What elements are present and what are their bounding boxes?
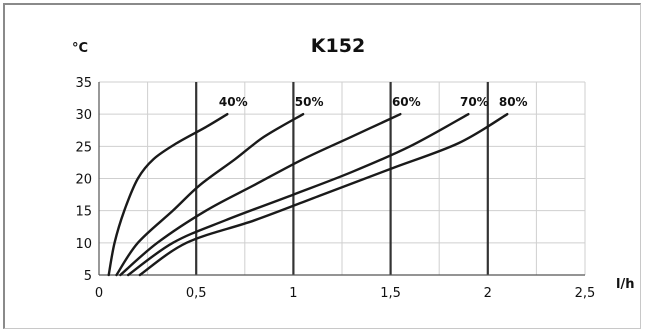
grid: [98, 81, 586, 276]
series-labels: 40% 50% 60% 70% 80%: [219, 95, 528, 109]
y-tick-label: 5: [84, 269, 92, 284]
series-lines: [107, 112, 509, 277]
x-tick-label: 0: [95, 286, 103, 301]
series-line: [119, 112, 402, 277]
series-label: 40%: [219, 95, 248, 109]
y-axis-unit: °C: [72, 41, 88, 56]
series-line: [126, 112, 470, 277]
x-tick-label: 1: [289, 286, 297, 301]
y-tick-label: 25: [75, 140, 92, 155]
x-tick-label: 1,5: [380, 286, 401, 301]
chart-frame: [3, 3, 641, 329]
x-tick-label: 0,5: [186, 286, 207, 301]
series-line: [115, 112, 305, 277]
series-label: 50%: [295, 95, 324, 109]
y-tick-label: 30: [75, 108, 92, 123]
y-tick-label: 20: [75, 173, 92, 188]
series-label: 60%: [392, 95, 421, 109]
x-axis-ticks: 0 0,5 1 1,5 2 2,5: [95, 286, 595, 301]
series-label: 80%: [499, 95, 528, 109]
y-tick-label: 15: [75, 205, 92, 220]
x-tick-label: 2,5: [575, 286, 596, 301]
x-axis-unit: l/h: [616, 277, 634, 292]
series-label: 70%: [460, 95, 489, 109]
y-tick-label: 10: [75, 237, 92, 252]
y-tick-label: 35: [75, 76, 92, 91]
y-axis-ticks: 5 10 15 20 25 30 35: [75, 76, 92, 284]
series-line: [107, 112, 229, 277]
x-tick-label: 2: [484, 286, 492, 301]
chart-title: K152: [311, 35, 365, 57]
series-line: [138, 112, 509, 277]
